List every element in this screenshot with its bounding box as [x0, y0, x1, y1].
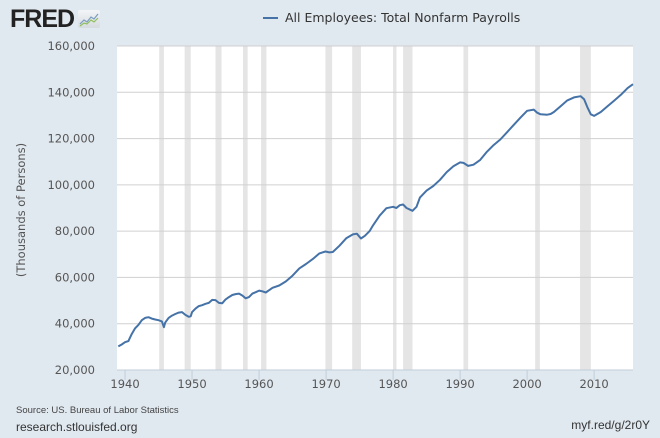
recession-band [215, 46, 222, 370]
y-tick-label: 100,000 [47, 178, 95, 192]
fred-graph-icon [78, 10, 101, 28]
short-url-link[interactable]: myf.red/g/2r0Y [571, 418, 650, 432]
y-tick-label: 60,000 [55, 270, 95, 284]
y-tick-label: 40,000 [55, 317, 95, 331]
recession-band [184, 46, 191, 370]
x-tick-label: 1970 [311, 377, 340, 391]
x-tick-label: 1990 [445, 377, 474, 391]
recession-band [325, 46, 333, 370]
recession-band [159, 46, 164, 370]
x-tick-label: 1950 [177, 377, 206, 391]
chart-legend[interactable]: All Employees: Total Nonfarm Payrolls [263, 10, 520, 25]
y-tick-label: 160,000 [47, 39, 95, 53]
y-axis-ticks: 20,000 40,000 60,000 80,000 100,000 120,000 14… [47, 39, 95, 377]
legend-line-swatch [263, 16, 278, 19]
y-tick-label: 120,000 [47, 132, 95, 146]
x-tick-label: 1940 [110, 377, 139, 391]
fred-logo-text: FRED [10, 5, 75, 33]
recession-band [352, 46, 361, 370]
site-link[interactable]: research.stlouisfed.org [16, 420, 138, 434]
plot-area [117, 46, 633, 370]
fred-logo[interactable]: FRED [10, 5, 101, 33]
x-tick-label: 1960 [244, 377, 273, 391]
recession-band [580, 46, 591, 370]
x-tick-label: 1980 [378, 377, 407, 391]
source-note: Source: US. Bureau of Labor Statistics [16, 405, 179, 416]
legend-label: All Employees: Total Nonfarm Payrolls [285, 10, 521, 25]
recession-band [463, 46, 469, 370]
grid-lines [117, 45, 633, 371]
y-tick-label: 140,000 [47, 85, 95, 99]
recession-band [535, 46, 540, 370]
recession-band [261, 46, 267, 370]
x-tick-label: 2010 [579, 377, 608, 391]
x-tick-label: 2000 [512, 377, 541, 391]
y-tick-label: 80,000 [55, 224, 95, 238]
recession-band [242, 46, 248, 370]
x-axis-ticks: 1940 1950 1960 1970 1980 1990 2000 2010 [110, 370, 609, 391]
series-line[interactable] [117, 83, 634, 348]
y-tick-label: 20,000 [55, 363, 95, 377]
